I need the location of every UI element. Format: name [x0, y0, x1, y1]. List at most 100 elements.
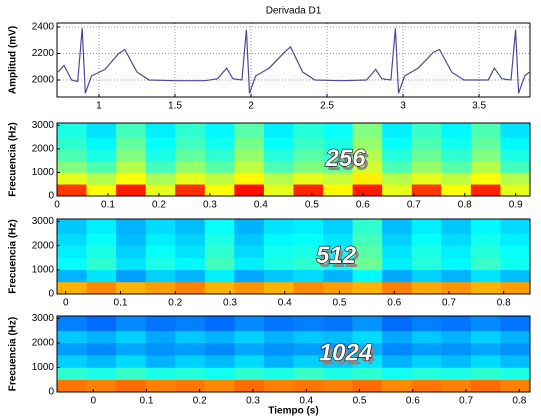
heat-cell — [116, 172, 146, 185]
heat-cell — [382, 219, 413, 234]
heat-cell — [323, 316, 353, 332]
heat-cell — [352, 184, 383, 197]
heat-cell — [234, 330, 265, 344]
heat-cell — [441, 184, 472, 197]
heat-cell — [263, 137, 294, 150]
heat-cell — [293, 257, 324, 271]
heat-cell — [382, 342, 413, 356]
heat-cell — [116, 269, 146, 283]
x-tick-label: 0.9 — [509, 200, 523, 211]
x-tick-label: 0.8 — [512, 396, 526, 407]
heat-cell — [234, 245, 265, 259]
heat-cell — [234, 184, 265, 197]
heat-cell — [293, 160, 324, 173]
heat-cell — [175, 148, 206, 161]
heat-cell — [411, 355, 442, 368]
x-tick-label: 0.6 — [356, 200, 370, 211]
heat-cell — [57, 172, 87, 185]
heat-cell — [323, 330, 353, 344]
x-tick-label: 0.2 — [168, 298, 182, 309]
heat-cell — [86, 245, 117, 259]
annotation-shadow: 256 — [328, 149, 370, 176]
heat-cell — [86, 379, 117, 393]
heat-cell — [323, 379, 353, 393]
y-tick-label: 2000 — [32, 75, 55, 86]
heat-cell — [470, 257, 501, 271]
heat-cell — [352, 355, 383, 368]
heat-cell — [116, 184, 146, 197]
heat-cell — [175, 137, 206, 150]
heat-cell — [441, 160, 472, 173]
heat-cell — [86, 184, 117, 197]
heat-cell — [116, 342, 146, 356]
heat-cell — [500, 233, 531, 246]
heat-cell — [263, 184, 294, 197]
heat-cell — [470, 330, 501, 344]
heat-cell — [411, 245, 442, 259]
heat-cell — [441, 342, 472, 356]
heat-cell — [263, 367, 294, 381]
heat-cell — [86, 281, 117, 295]
x-tick-label: 0 — [54, 200, 60, 211]
heat-cell — [352, 269, 383, 283]
plot-frame — [56, 315, 531, 393]
heat-cell — [470, 367, 501, 381]
heat-cell — [323, 269, 353, 283]
heat-cell — [145, 281, 176, 295]
heat-cell — [352, 123, 383, 138]
y-tick-label: 1000 — [32, 264, 55, 275]
heat-cell — [145, 316, 176, 332]
heat-cell — [323, 281, 353, 295]
heat-cell — [293, 355, 324, 368]
heat-cell — [263, 172, 294, 185]
x-tick-label: 0.5 — [353, 396, 367, 407]
heat-cell — [175, 257, 206, 271]
heat-cell — [382, 367, 413, 381]
heat-cell — [175, 219, 206, 234]
heat-cell — [234, 269, 265, 283]
heat-cell — [441, 219, 472, 234]
heat-cell — [234, 342, 265, 356]
heat-cell — [145, 160, 176, 173]
heat-cell — [86, 316, 117, 332]
heat-cell — [116, 367, 146, 381]
x-tick-label: 3 — [400, 101, 406, 112]
heat-cell — [382, 148, 413, 161]
heat-cell — [116, 245, 146, 259]
heat-cell — [323, 172, 353, 185]
heat-cell — [323, 355, 353, 368]
heat-cell — [234, 367, 265, 381]
heat-cell — [441, 355, 472, 368]
heat-cell — [500, 342, 531, 356]
heat-cell — [204, 123, 235, 138]
heat-cell — [352, 281, 383, 295]
heat-cell — [145, 269, 176, 283]
heat-cell — [263, 342, 294, 356]
heat-cell — [86, 160, 117, 173]
x-tick-label: 0.4 — [254, 200, 268, 211]
y-tick-label: 0 — [48, 191, 54, 202]
heat-cell — [323, 123, 353, 138]
heat-cell — [470, 172, 501, 185]
heat-cell — [323, 342, 353, 356]
heat-cell — [411, 160, 442, 173]
heat-cell — [204, 379, 235, 393]
x-tick-label: 1.5 — [168, 101, 182, 112]
heat-cell — [293, 172, 324, 185]
heat-cell — [57, 148, 87, 161]
heat-cell — [57, 137, 87, 150]
heat-cell — [204, 281, 235, 295]
x-tick-label: 0.7 — [407, 200, 421, 211]
heat-cell — [293, 137, 324, 150]
heat-cell — [234, 316, 265, 332]
heat-cell — [116, 316, 146, 332]
heat-cell — [470, 148, 501, 161]
heat-cell — [234, 172, 265, 185]
heat-cell — [382, 269, 413, 283]
heat-cell — [175, 379, 206, 393]
x-tick-label: 0.2 — [152, 200, 166, 211]
heat-cell — [204, 367, 235, 381]
heat-cell — [86, 342, 117, 356]
heat-cell — [352, 257, 383, 271]
heat-cell — [470, 355, 501, 368]
